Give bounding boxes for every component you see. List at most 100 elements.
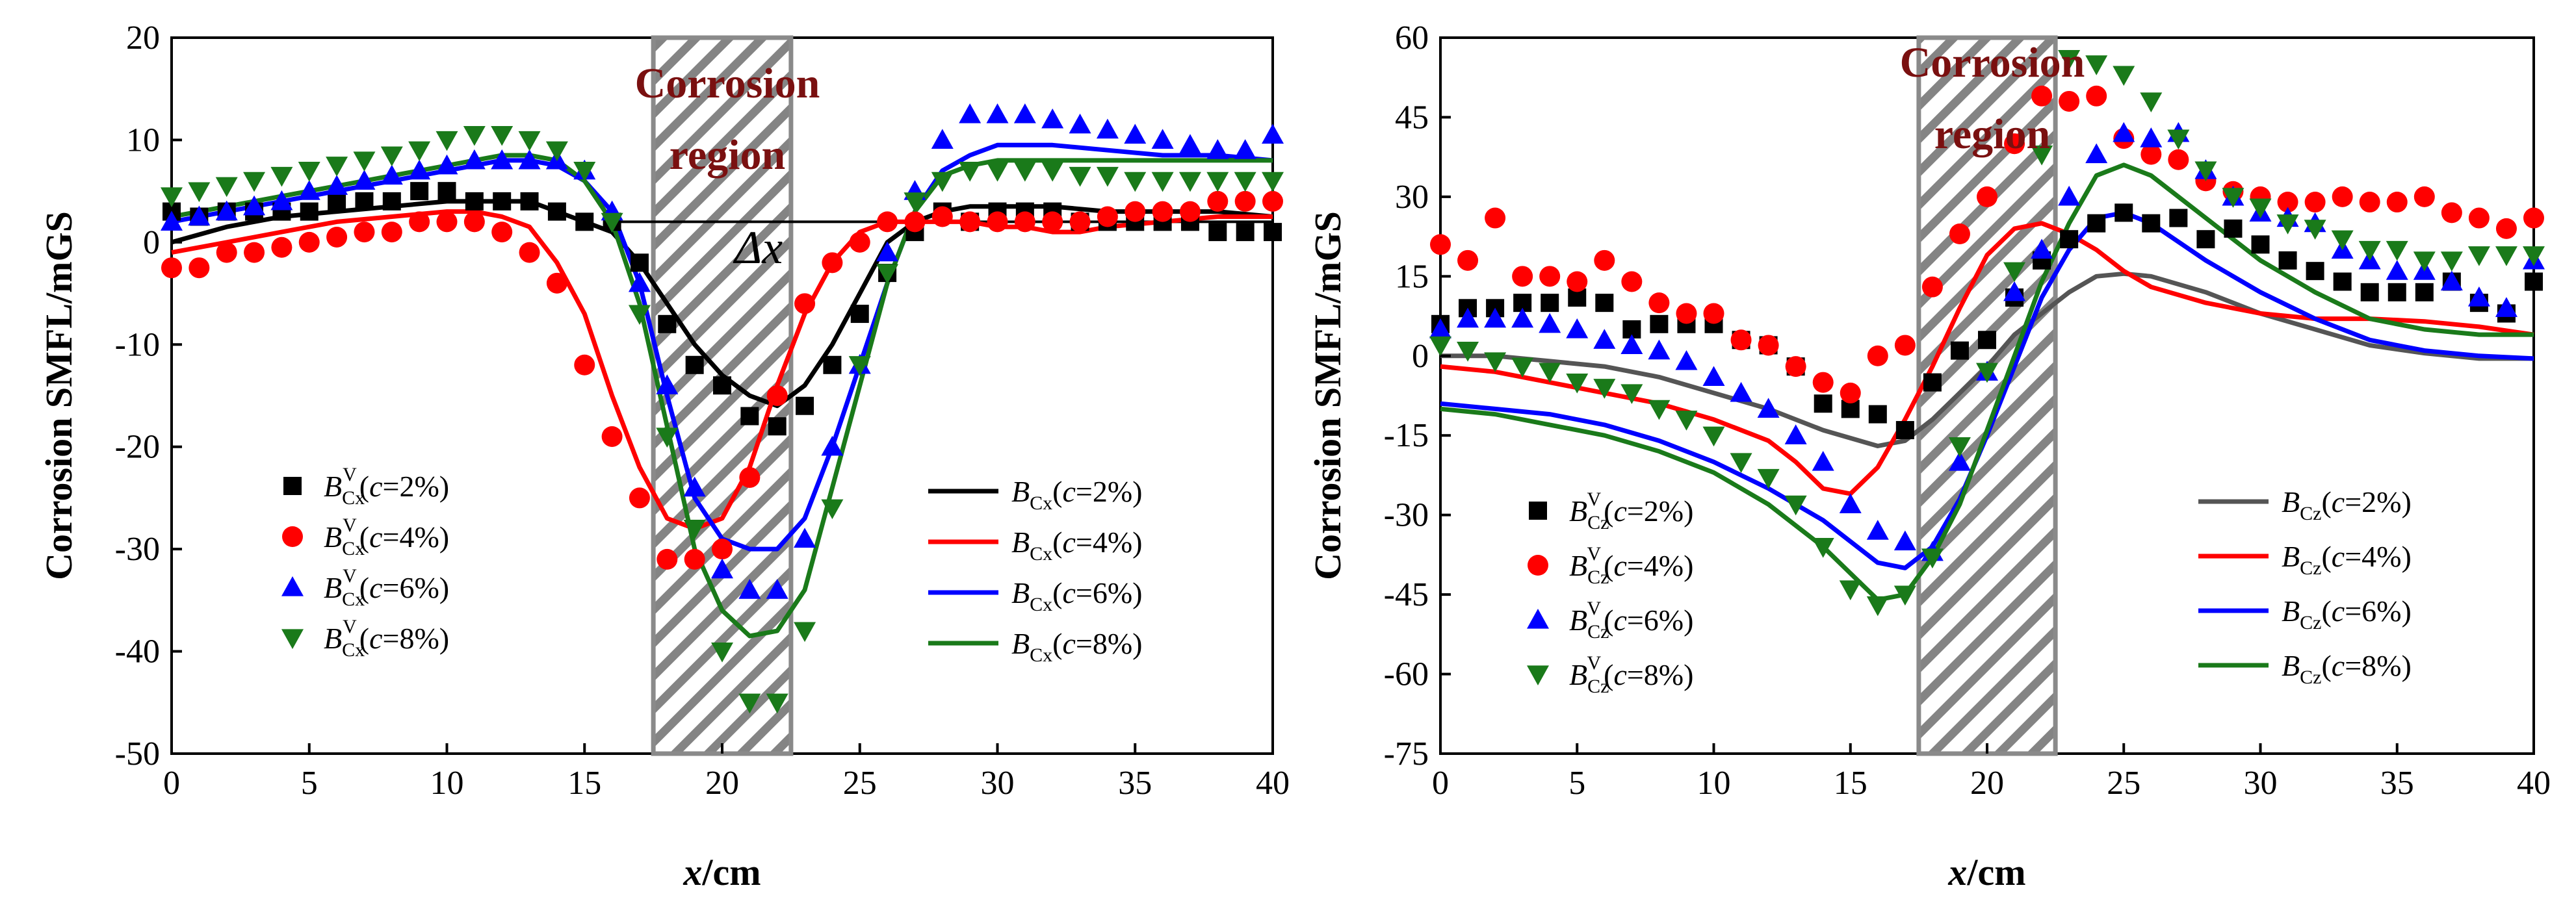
- data-point-6pct: [1206, 139, 1229, 159]
- legend-marker-6pct: [281, 576, 304, 596]
- data-point-4pct: [2168, 149, 2189, 170]
- data-point-2pct: [1595, 294, 1614, 312]
- data-point-6pct: [161, 210, 183, 231]
- data-point-8pct: [298, 162, 320, 182]
- legend-label-marker-2pct: BCzV(c=2%): [1569, 489, 1693, 533]
- data-point-4pct: [1703, 303, 1724, 324]
- data-point-2pct: [1923, 373, 1942, 392]
- data-point-8pct: [1893, 585, 1916, 606]
- data-point-4pct: [1894, 335, 1916, 356]
- data-point-8pct: [545, 141, 568, 162]
- data-point-4pct: [1594, 249, 1615, 271]
- data-point-6pct: [1893, 530, 1916, 551]
- x-tick-label: 25: [843, 765, 877, 802]
- x-tick-label: 20: [705, 765, 739, 802]
- data-point-4pct: [1207, 190, 1229, 212]
- data-point-8pct: [1839, 580, 1862, 600]
- data-point-8pct: [1151, 172, 1174, 192]
- data-point-2pct: [1868, 405, 1887, 424]
- data-point-8pct: [628, 305, 651, 325]
- data-point-6pct: [959, 103, 982, 123]
- data-point-4pct: [244, 242, 265, 263]
- x-tick-label: 20: [1970, 765, 2004, 802]
- y-axis-label: Corrosion SMFL/mGS: [38, 211, 80, 580]
- data-point-4pct: [491, 222, 513, 243]
- data-point-8pct: [1457, 342, 1479, 362]
- data-point-8pct: [2003, 262, 2026, 283]
- data-point-8pct: [1124, 172, 1147, 192]
- data-point-4pct: [1069, 211, 1091, 233]
- data-point-2pct: [1650, 314, 1669, 333]
- data-point-2pct: [328, 192, 346, 210]
- data-point-6pct: [1069, 113, 1091, 134]
- data-point-2pct: [1541, 294, 1559, 312]
- data-point-4pct: [1949, 223, 1970, 245]
- data-point-8pct: [436, 131, 458, 151]
- data-point-2pct: [2306, 262, 2324, 281]
- data-point-4pct: [1152, 201, 1173, 222]
- data-point-6pct: [270, 190, 293, 210]
- data-point-8pct: [188, 182, 211, 203]
- data-point-6pct: [766, 579, 788, 599]
- data-point-6pct: [1041, 108, 1064, 129]
- data-point-6pct: [1262, 123, 1284, 144]
- data-point-4pct: [354, 222, 375, 243]
- data-point-8pct: [573, 162, 596, 182]
- data-point-8pct: [2058, 50, 2081, 70]
- data-point-4pct: [298, 231, 320, 253]
- data-point-4pct: [2059, 90, 2080, 112]
- data-point-2pct: [520, 192, 539, 210]
- data-point-6pct: [876, 241, 899, 262]
- data-point-4pct: [1512, 266, 1533, 287]
- data-point-6pct: [463, 149, 486, 170]
- legend-label-marker-8pct: BCzV(c=8%): [1569, 652, 1693, 697]
- data-point-8pct: [986, 162, 1009, 182]
- data-point-8pct: [2413, 251, 2436, 272]
- legend-label-marker-6pct: BCxV(c=6%): [324, 565, 449, 610]
- data-point-8pct: [1784, 495, 1807, 516]
- data-point-4pct: [849, 231, 870, 253]
- data-point-8pct: [243, 172, 266, 192]
- data-point-8pct: [353, 151, 376, 172]
- x-tick-label: 30: [981, 765, 1015, 802]
- data-point-4pct: [959, 211, 981, 233]
- data-point-8pct: [1511, 357, 1534, 378]
- data-point-8pct: [2249, 198, 2272, 219]
- data-point-8pct: [215, 177, 238, 198]
- data-point-2pct: [2360, 283, 2379, 301]
- data-point-2pct: [437, 182, 456, 201]
- data-point-8pct: [1812, 538, 1834, 558]
- data-point-8pct: [1675, 411, 1698, 431]
- data-point-8pct: [738, 693, 761, 714]
- legend-marker-2pct: [283, 477, 302, 495]
- y-tick-label: -15: [1384, 417, 1429, 454]
- data-point-4pct: [1648, 292, 1670, 314]
- data-point-8pct: [1593, 379, 1616, 399]
- legend-label-marker-4pct: BCxV(c=4%): [324, 515, 449, 559]
- data-point-6pct: [1948, 451, 1971, 471]
- data-point-2pct: [1814, 394, 1832, 413]
- data-point-2pct: [1264, 223, 1282, 242]
- data-point-6pct: [1702, 366, 1725, 387]
- data-point-8pct: [1262, 172, 1284, 192]
- y-tick-label: 0: [143, 224, 160, 261]
- x-axis-label: x/cm: [683, 851, 761, 893]
- data-point-4pct: [1125, 201, 1146, 222]
- legend-label-marker-2pct: BCxV(c=2%): [324, 464, 449, 509]
- data-point-8pct: [1013, 162, 1036, 182]
- data-point-6pct: [1151, 129, 1174, 149]
- data-point-6pct: [2440, 270, 2463, 291]
- data-point-8pct: [491, 125, 514, 146]
- data-point-4pct: [436, 211, 458, 233]
- legend-label-line-2pct: BCx(c=2%): [1011, 475, 1142, 514]
- data-point-4pct: [1567, 271, 1588, 292]
- data-point-2pct: [465, 192, 484, 210]
- region-label-line2: region: [1934, 110, 2050, 158]
- data-point-8pct: [2276, 214, 2299, 235]
- data-point-6pct: [1620, 334, 1643, 355]
- data-point-2pct: [2224, 219, 2243, 238]
- data-point-8pct: [766, 693, 788, 714]
- data-point-4pct: [1785, 356, 1806, 377]
- data-point-6pct: [1511, 307, 1534, 328]
- data-point-8pct: [270, 166, 293, 187]
